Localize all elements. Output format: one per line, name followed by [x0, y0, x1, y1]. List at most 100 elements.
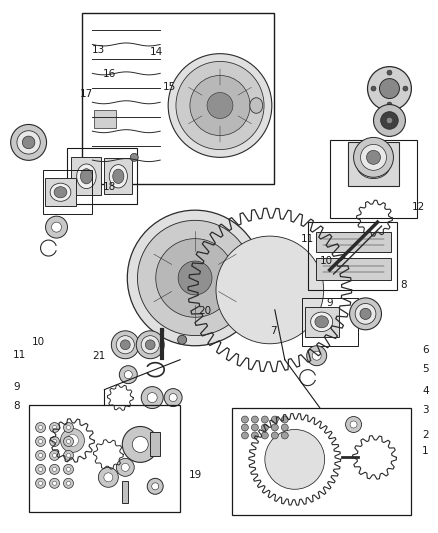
Circle shape	[39, 454, 42, 457]
Circle shape	[371, 86, 376, 91]
Circle shape	[387, 102, 392, 107]
Circle shape	[271, 432, 278, 439]
Circle shape	[49, 478, 60, 488]
Text: 12: 12	[412, 202, 425, 212]
Circle shape	[119, 366, 137, 384]
Bar	[42, 171, 92, 214]
Text: 21: 21	[92, 351, 106, 361]
Circle shape	[312, 351, 321, 360]
Bar	[316, 258, 392, 280]
Circle shape	[141, 386, 163, 409]
Circle shape	[52, 222, 61, 232]
Circle shape	[251, 424, 258, 431]
Circle shape	[35, 437, 46, 447]
Circle shape	[49, 464, 60, 474]
Circle shape	[104, 473, 113, 482]
Text: 16: 16	[103, 69, 117, 79]
Circle shape	[46, 216, 67, 238]
Circle shape	[360, 144, 386, 171]
Circle shape	[35, 450, 46, 461]
Circle shape	[353, 138, 393, 177]
Circle shape	[350, 298, 381, 330]
Circle shape	[49, 450, 60, 461]
Circle shape	[156, 239, 234, 317]
Ellipse shape	[363, 156, 384, 173]
Circle shape	[251, 432, 258, 439]
Ellipse shape	[311, 312, 333, 332]
Circle shape	[35, 478, 46, 488]
Ellipse shape	[113, 169, 124, 183]
Circle shape	[168, 54, 272, 157]
Circle shape	[39, 481, 42, 486]
Circle shape	[117, 458, 134, 477]
Circle shape	[350, 421, 357, 428]
Circle shape	[346, 416, 361, 432]
Text: 11: 11	[13, 350, 26, 360]
Circle shape	[127, 210, 263, 346]
Text: 6: 6	[422, 345, 429, 355]
Circle shape	[22, 136, 35, 149]
Circle shape	[49, 437, 60, 447]
Circle shape	[147, 393, 157, 402]
Circle shape	[355, 303, 376, 324]
Circle shape	[136, 331, 164, 359]
Ellipse shape	[234, 268, 251, 288]
Circle shape	[64, 450, 74, 461]
Text: 11: 11	[301, 234, 314, 244]
Circle shape	[138, 220, 253, 336]
Circle shape	[124, 370, 132, 378]
Circle shape	[207, 93, 233, 118]
Circle shape	[145, 340, 155, 350]
Circle shape	[360, 308, 371, 319]
Circle shape	[111, 331, 139, 359]
Text: 13: 13	[92, 45, 105, 55]
Circle shape	[67, 439, 71, 443]
Text: 1: 1	[422, 447, 429, 456]
Ellipse shape	[77, 164, 96, 189]
Circle shape	[271, 416, 278, 423]
Circle shape	[121, 463, 129, 471]
Circle shape	[67, 434, 78, 447]
Circle shape	[53, 439, 57, 443]
Circle shape	[164, 389, 182, 407]
Text: 10: 10	[32, 337, 45, 348]
Circle shape	[152, 483, 159, 490]
Circle shape	[67, 467, 71, 471]
Circle shape	[64, 464, 74, 474]
Bar	[316, 232, 392, 252]
Circle shape	[53, 454, 57, 457]
Circle shape	[403, 86, 408, 91]
Circle shape	[53, 425, 57, 430]
Text: 3: 3	[422, 405, 429, 415]
Circle shape	[281, 416, 288, 423]
Circle shape	[122, 426, 158, 462]
Bar	[305, 307, 339, 337]
Circle shape	[241, 424, 248, 431]
Circle shape	[67, 481, 71, 486]
Text: 4: 4	[422, 386, 429, 397]
Circle shape	[116, 336, 134, 354]
Bar	[67, 148, 137, 204]
Circle shape	[241, 416, 248, 423]
Circle shape	[169, 393, 177, 401]
Circle shape	[53, 467, 57, 471]
Text: 20: 20	[198, 306, 212, 316]
Ellipse shape	[54, 187, 67, 198]
Ellipse shape	[357, 150, 390, 179]
Circle shape	[39, 439, 42, 443]
Bar	[150, 432, 160, 456]
Text: 19: 19	[188, 470, 201, 480]
Bar	[71, 157, 101, 195]
Circle shape	[39, 425, 42, 430]
Circle shape	[281, 432, 288, 439]
Circle shape	[64, 478, 74, 488]
Circle shape	[271, 424, 278, 431]
Circle shape	[261, 432, 268, 439]
Circle shape	[132, 437, 148, 453]
Circle shape	[367, 150, 381, 164]
Circle shape	[381, 112, 398, 129]
Circle shape	[99, 467, 118, 487]
Circle shape	[130, 154, 138, 161]
Circle shape	[147, 478, 163, 494]
Circle shape	[64, 437, 74, 447]
